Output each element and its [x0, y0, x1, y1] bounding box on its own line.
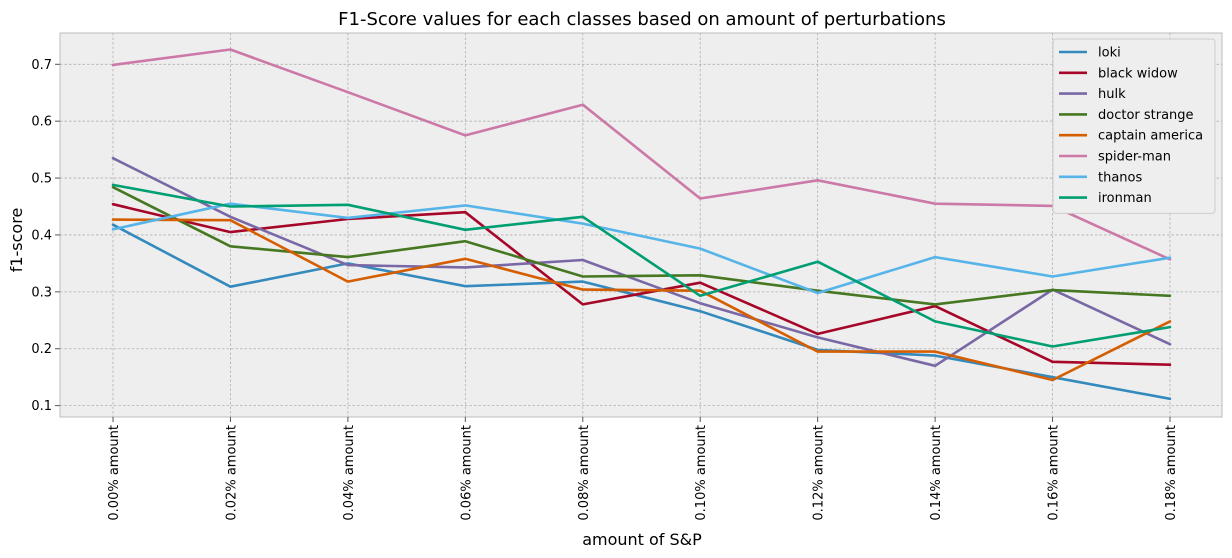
legend: loki black widow hulk doctor strange captain… — [1052, 38, 1216, 214]
series-line-thanos — [111, 202, 1172, 295]
series-line-ironman — [111, 183, 1172, 348]
x-tick-label: 0.14% amount — [929, 425, 944, 521]
tick-layer: 0.1 0.2 0.3 0.4 0.5 0.6 0.7 0.00% amount 0.02% a… — [31, 58, 1179, 521]
series-layer — [111, 48, 1172, 401]
x-tick-label: 0.00% amount — [107, 425, 122, 521]
legend-label: doctor strange — [1098, 108, 1194, 123]
legend-label: hulk — [1098, 87, 1126, 102]
x-tick-label: 0.02% amount — [224, 425, 239, 521]
series-line-hulk — [111, 156, 1172, 368]
x-tick-label: 0.08% amount — [577, 425, 592, 521]
legend-box — [1052, 38, 1216, 214]
x-tick-label: 0.12% amount — [812, 425, 827, 521]
chart-title: F1-Score values for each classes based o… — [338, 9, 946, 30]
series-line-captain-america — [111, 218, 1172, 382]
legend-label: ironman — [1098, 191, 1152, 206]
legend-label: loki — [1098, 46, 1121, 61]
x-tick-label: 0.10% amount — [694, 425, 709, 521]
x-tick-label: 0.04% amount — [342, 425, 357, 521]
x-tick-label: 0.16% amount — [1047, 425, 1062, 521]
y-tick-label: 0.5 — [31, 172, 52, 187]
y-tick-label: 0.7 — [31, 58, 52, 73]
legend-label: spider-man — [1098, 150, 1171, 165]
y-tick-label: 0.3 — [31, 285, 52, 300]
y-tick-label: 0.2 — [31, 342, 52, 357]
y-axis-label: f1-score — [7, 208, 26, 273]
y-tick-label: 0.1 — [31, 399, 52, 414]
x-tick-label: 0.18% amount — [1164, 425, 1179, 521]
legend-label: captain america — [1098, 129, 1203, 144]
legend-label: black widow — [1098, 66, 1178, 81]
x-axis-label: amount of S&P — [582, 530, 702, 549]
y-tick-label: 0.4 — [31, 228, 52, 243]
series-line-spider-man — [111, 48, 1172, 261]
legend-label: thanos — [1098, 170, 1142, 185]
y-tick-label: 0.6 — [31, 115, 52, 130]
x-tick-label: 0.06% amount — [459, 425, 474, 521]
